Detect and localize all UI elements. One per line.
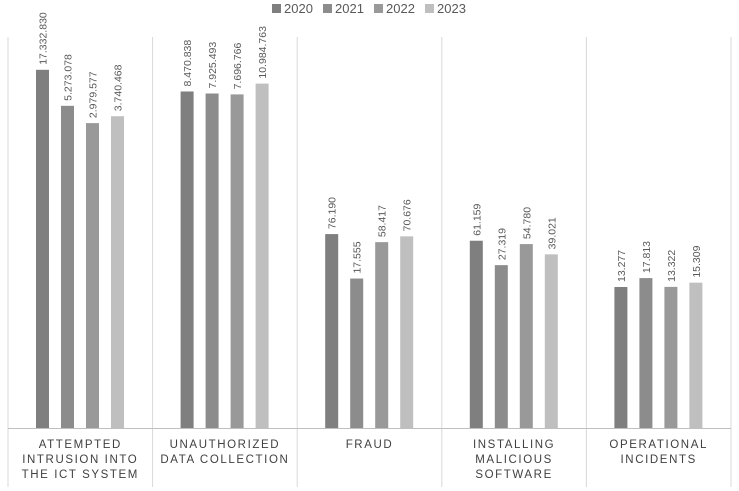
- bar-2023-5: [689, 282, 703, 428]
- category-label-line: SOFTWARE: [475, 469, 553, 481]
- category-label-line: ATTEMPTED: [39, 439, 122, 451]
- legend: 2020 2021 2022 2023: [272, 1, 466, 16]
- value-labels: 17.332.830 5.273.078 2.979.577 3.740.468 8.4…: [38, 12, 703, 282]
- bar-2021-4: [494, 265, 508, 428]
- category-label-2: UNAUTHORIZED DATA COLLECTION: [160, 439, 289, 466]
- category-label-line: FRAUD: [346, 439, 394, 451]
- category-label-1: ATTEMPTED INTRUSION INTO THE ICT SYSTEM: [22, 439, 139, 481]
- category-label-line: INCIDENTS: [621, 454, 697, 466]
- legend-label-2023: 2023: [437, 1, 466, 16]
- category-labels: ATTEMPTED INTRUSION INTO THE ICT SYSTEM UNA…: [22, 439, 708, 481]
- value-label-2021-1: 5.273.078: [63, 54, 75, 101]
- legend-label-2020: 2020: [284, 1, 313, 16]
- bar-2022-1: [86, 123, 99, 428]
- value-label-2023-3: 70.676: [402, 199, 414, 231]
- value-label-2022-1: 2.979.577: [88, 71, 100, 118]
- category-label-line: INSTALLING: [473, 439, 555, 451]
- bar-2020-2: [180, 91, 194, 429]
- category-label-line: THE ICT SYSTEM: [22, 469, 139, 481]
- bar-2023-2: [255, 83, 269, 428]
- value-label-2021-3: 17.555: [352, 241, 364, 273]
- bar-2020-4: [469, 240, 483, 428]
- value-label-2022-3: 58.417: [377, 205, 389, 237]
- category-dividers: [7, 37, 732, 487]
- value-label-2020-1: 17.332.830: [38, 12, 50, 65]
- category-label-5: OPERATIONAL INCIDENTS: [609, 439, 708, 466]
- legend-swatch-2020: [272, 4, 281, 13]
- value-label-2020-4: 61.159: [471, 203, 483, 235]
- value-label-2023-5: 15.309: [691, 245, 703, 277]
- value-label-2023-4: 39.021: [546, 217, 558, 249]
- value-label-2023-1: 3.740.468: [113, 64, 125, 111]
- category-label-line: INTRUSION INTO: [22, 454, 138, 466]
- category-label-4: INSTALLING MALICIOUS SOFTWARE: [473, 439, 555, 481]
- bar-2020-5: [614, 286, 628, 428]
- bar-2021-2: [205, 93, 219, 428]
- legend-swatch-2023: [425, 4, 434, 13]
- value-label-2023-2: 10.984.763: [257, 26, 269, 79]
- bar-2021-5: [639, 278, 653, 428]
- bar-2021-3: [350, 278, 364, 428]
- bar-2023-3: [400, 236, 414, 428]
- legend-label-2022: 2022: [386, 1, 415, 16]
- legend-swatch-2021: [323, 4, 332, 13]
- value-label-2020-2: 8.470.838: [182, 40, 194, 87]
- value-label-2021-4: 27.319: [496, 228, 508, 260]
- bar-2022-3: [375, 242, 389, 428]
- legend-label-2021: 2021: [335, 1, 364, 16]
- value-label-2022-2: 7.696.766: [232, 43, 244, 90]
- value-label-2021-5: 17.813: [641, 241, 653, 273]
- bar-2020-1: [36, 69, 49, 428]
- value-label-2022-4: 54.780: [521, 207, 533, 239]
- bar-2020-3: [325, 234, 339, 428]
- bar-2021-1: [61, 105, 74, 428]
- value-label-2022-5: 13.322: [666, 250, 678, 282]
- value-label-2020-3: 76.190: [327, 197, 339, 229]
- value-label-2020-5: 13.277: [616, 250, 628, 282]
- bar-2022-5: [664, 286, 678, 428]
- bar-2023-1: [111, 116, 124, 428]
- bars: [36, 69, 703, 429]
- category-label-line: DATA COLLECTION: [160, 454, 289, 466]
- bar-2022-4: [519, 244, 533, 428]
- bar-2022-2: [230, 94, 244, 428]
- category-label-line: OPERATIONAL: [609, 439, 708, 451]
- bar-2023-4: [544, 254, 558, 428]
- category-label-line: MALICIOUS: [475, 454, 553, 466]
- category-label-3: FRAUD: [346, 439, 394, 451]
- category-label-line: UNAUTHORIZED: [170, 439, 281, 451]
- value-label-2021-2: 7.925.493: [207, 42, 219, 89]
- legend-swatch-2022: [374, 4, 383, 13]
